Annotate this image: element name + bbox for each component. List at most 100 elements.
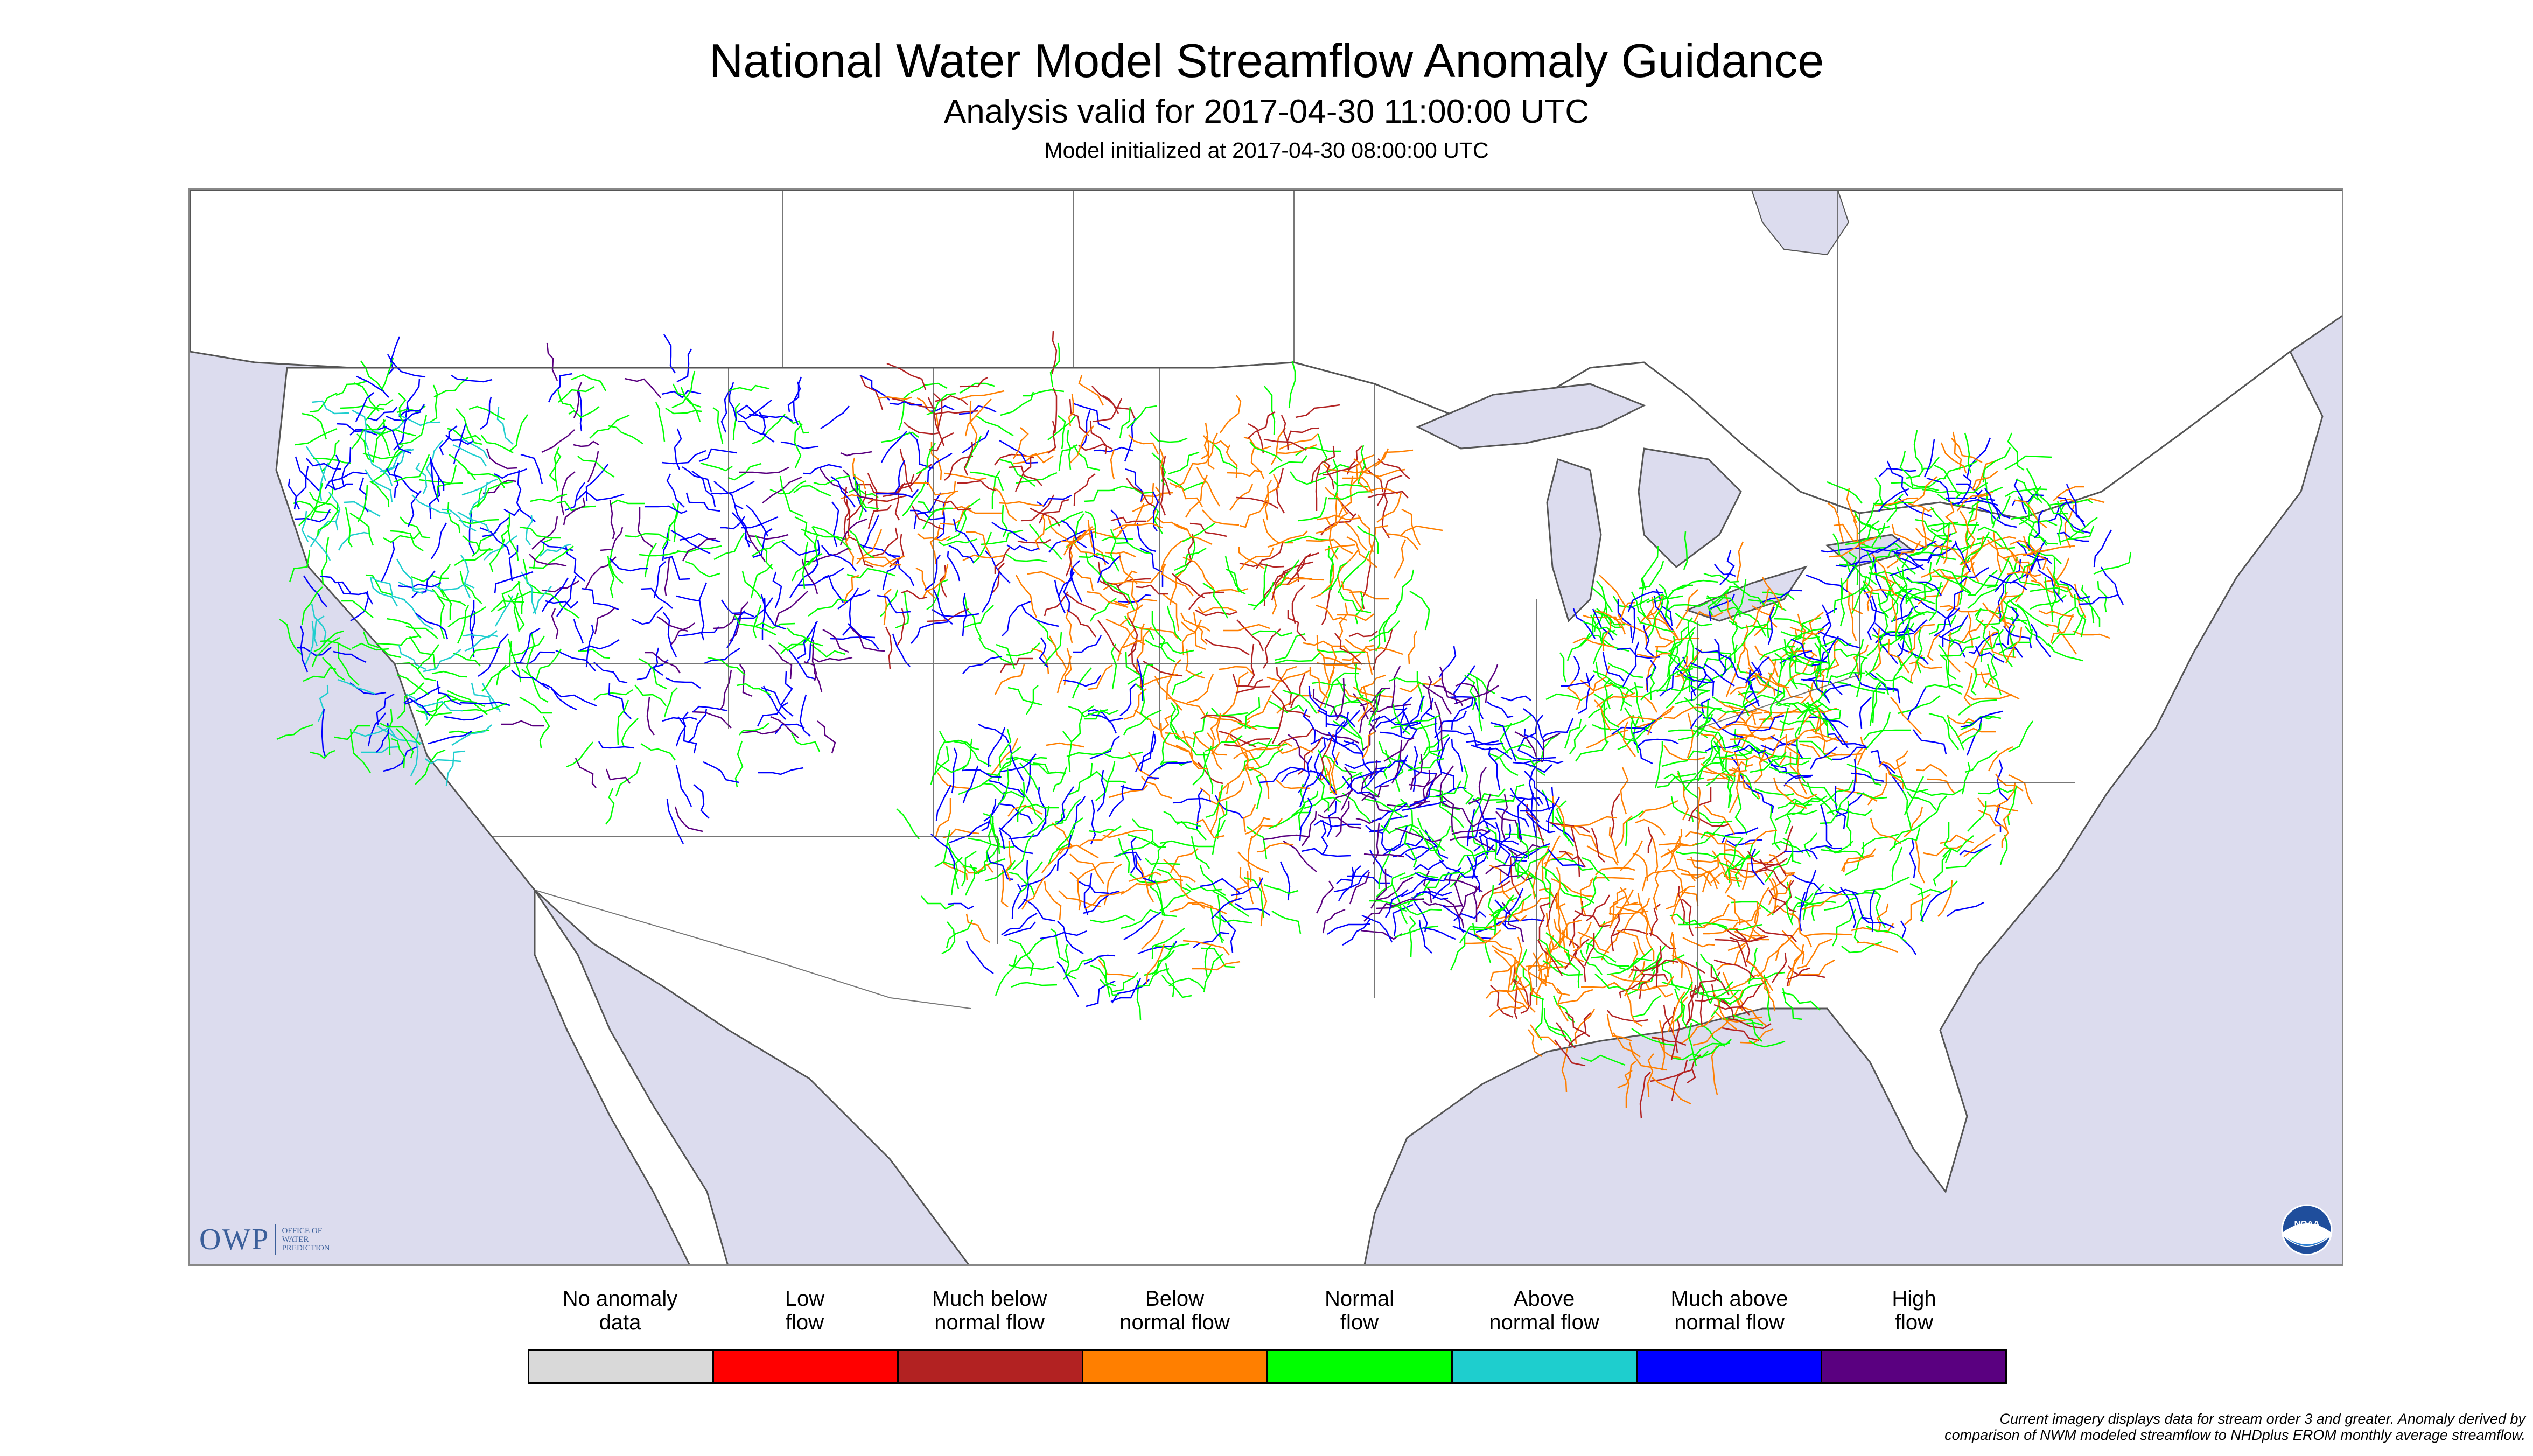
river-segment xyxy=(1349,591,1389,600)
river-segment xyxy=(998,458,1035,487)
river-segment xyxy=(1415,871,1450,882)
river-segment xyxy=(1377,458,1410,479)
river-segment xyxy=(1140,733,1157,772)
river-segment xyxy=(1783,849,1818,860)
river-segment xyxy=(1489,864,1514,902)
river-segment xyxy=(1063,648,1072,685)
river-segment xyxy=(1019,762,1039,790)
river-segment xyxy=(366,398,394,421)
river-segment xyxy=(1425,712,1440,751)
legend-swatch-much-above xyxy=(1638,1351,1822,1382)
river-segment xyxy=(755,622,796,629)
river-segment xyxy=(1198,762,1223,785)
river-segment xyxy=(1027,571,1066,584)
river-segment xyxy=(1052,387,1058,434)
river-segment xyxy=(1728,761,1753,772)
river-segment xyxy=(1933,569,1971,593)
river-segment xyxy=(1224,556,1242,592)
river-segment xyxy=(1414,859,1444,871)
river-segment xyxy=(946,511,967,542)
river-segment xyxy=(1452,925,1494,940)
river-segment xyxy=(1501,794,1508,842)
river-segment xyxy=(964,605,994,628)
river-segment xyxy=(1341,645,1374,661)
river-segment xyxy=(1970,668,1977,696)
river-segment xyxy=(1399,871,1439,880)
river-segment xyxy=(539,716,550,748)
river-segment xyxy=(1185,883,1222,892)
river-segment xyxy=(1466,855,1481,893)
river-segment xyxy=(403,697,430,716)
river-segment xyxy=(768,644,793,680)
river-network xyxy=(276,331,2132,1119)
river-segment xyxy=(1708,593,1736,621)
river-segment xyxy=(1557,890,1568,938)
river-segment xyxy=(1197,432,1219,465)
river-segment xyxy=(295,428,338,446)
river-segment xyxy=(1244,753,1252,785)
river-segment xyxy=(1612,1032,1641,1058)
river-segment xyxy=(1762,591,1795,600)
river-segment xyxy=(415,613,449,640)
river-segment xyxy=(1468,797,1514,805)
river-segment xyxy=(519,526,561,539)
river-segment xyxy=(1674,649,1702,678)
river-segment xyxy=(1256,842,1293,853)
river-segment xyxy=(1791,912,1813,948)
river-segment xyxy=(1599,575,1627,608)
river-segment xyxy=(1409,916,1416,958)
river-segment xyxy=(1236,619,1264,652)
river-segment xyxy=(624,533,671,542)
river-segment xyxy=(957,480,996,492)
river-segment xyxy=(1439,793,1454,833)
river-segment xyxy=(786,627,823,647)
river-segment xyxy=(1066,429,1072,470)
river-segment xyxy=(1471,744,1513,760)
river-segment xyxy=(1803,612,1824,642)
river-segment xyxy=(1317,667,1335,714)
river-segment xyxy=(1645,617,1680,641)
river-segment xyxy=(2051,581,2057,622)
river-segment xyxy=(1719,550,1735,585)
river-segment xyxy=(880,589,899,617)
river-segment xyxy=(830,475,856,508)
river-segment xyxy=(1168,977,1205,990)
river-segment xyxy=(848,536,874,568)
river-segment xyxy=(1582,857,1610,881)
river-segment xyxy=(1326,801,1337,837)
river-segment xyxy=(864,555,905,568)
river-segment xyxy=(1198,606,1237,614)
river-segment xyxy=(1661,1007,1676,1046)
river-segment xyxy=(1789,795,1828,806)
river-segment xyxy=(1367,491,1409,499)
river-segment xyxy=(1942,460,1978,480)
river-segment xyxy=(1155,943,1190,950)
river-segment xyxy=(1671,1059,1688,1101)
river-segment xyxy=(1768,880,1792,905)
river-segment xyxy=(419,698,459,713)
river-segment xyxy=(1556,904,1562,949)
river-segment xyxy=(676,582,708,602)
river-segment xyxy=(2001,813,2011,848)
legend-label-line: Normal xyxy=(1325,1287,1394,1311)
river-segment xyxy=(398,404,425,417)
river-segment xyxy=(1886,460,1909,496)
river-segment xyxy=(1767,606,1775,645)
river-segment xyxy=(1560,888,1594,904)
river-segment xyxy=(1808,636,1839,667)
river-segment xyxy=(1668,626,1689,653)
river-segment xyxy=(1636,738,1679,747)
river-segment xyxy=(1799,740,1833,761)
river-segment xyxy=(1795,959,1835,976)
river-segment xyxy=(679,533,721,543)
river-segment xyxy=(1959,536,1984,566)
river-segment xyxy=(1548,821,1590,834)
legend-label-normal: Normal flow xyxy=(1267,1287,1452,1334)
river-segment xyxy=(1921,508,1927,548)
river-segment xyxy=(1376,492,1402,523)
river-segment xyxy=(1967,612,1974,648)
river-segment xyxy=(880,431,907,463)
river-segment xyxy=(631,606,663,625)
river-segment xyxy=(1451,697,1474,730)
river-segment xyxy=(1317,649,1365,653)
